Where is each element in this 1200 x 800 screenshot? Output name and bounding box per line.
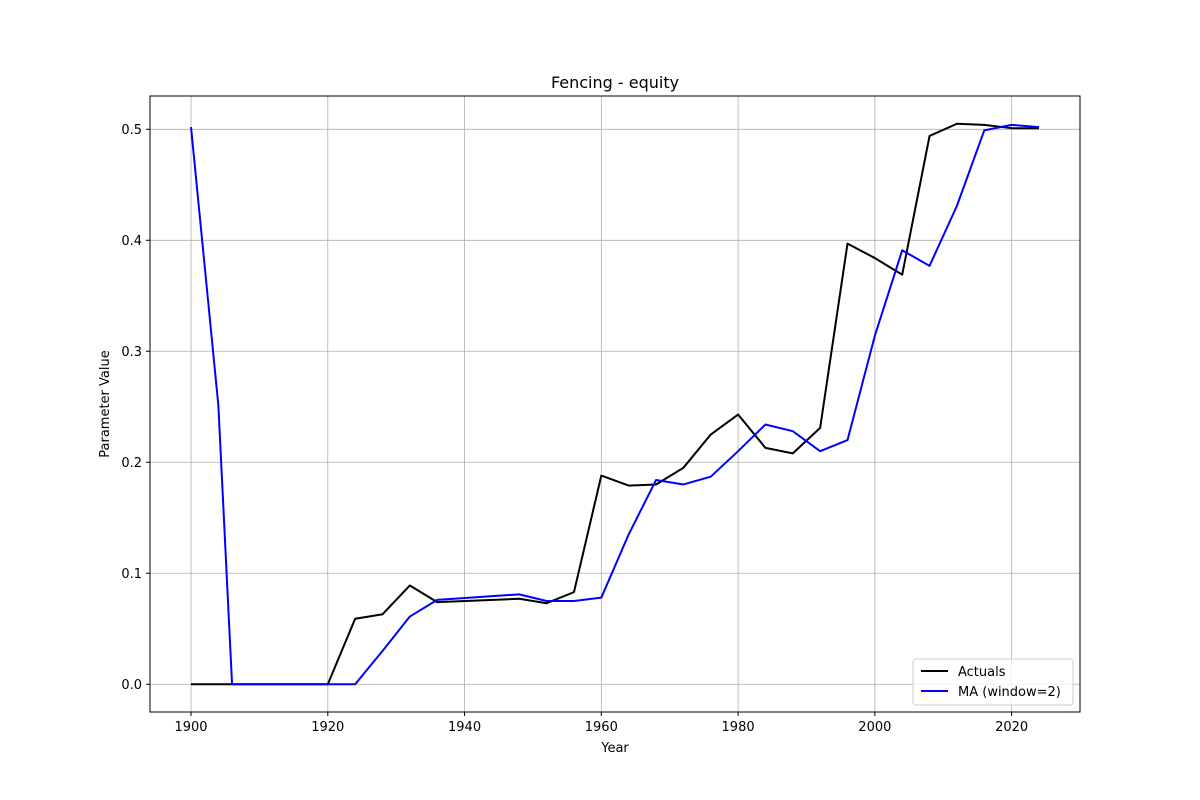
y-tick-label: 0.2 — [121, 456, 142, 471]
x-tick-label: 1960 — [585, 720, 618, 735]
plot-frame — [149, 95, 1081, 713]
y-tick-label: 0.1 — [121, 567, 142, 582]
ticks: 1900 1920 1940 1960 1980 2000 2020 0.0 0.1 0.2 0.3… — [121, 123, 1028, 735]
series-line-ma — [190, 123, 1040, 686]
x-tick-label: 2020 — [995, 720, 1028, 735]
y-tick-label: 0.5 — [121, 123, 142, 138]
series-line-actuals — [191, 122, 1039, 686]
x-tick-label: 1980 — [722, 720, 755, 735]
x-tick-label: 1940 — [448, 720, 481, 735]
x-tick-label: 2000 — [858, 720, 891, 735]
legend-label-actuals: Actuals — [958, 665, 1006, 680]
x-tick-label: 1900 — [174, 720, 207, 735]
legend-box — [912, 658, 1074, 706]
y-tick-label: 0.3 — [121, 345, 142, 360]
x-tick-label: 1920 — [311, 720, 344, 735]
chart-title: Fencing - equity — [551, 73, 679, 92]
y-tick-label: 0.0 — [121, 678, 142, 693]
legend-label-ma: MA (window=2) — [958, 685, 1061, 700]
legend: Actuals MA (window=2) — [912, 658, 1074, 706]
x-axis-label: Year — [600, 741, 629, 756]
series-layer — [190, 122, 1040, 686]
y-tick-label: 0.4 — [121, 234, 142, 249]
y-axis-label: Parameter Value — [98, 350, 113, 457]
